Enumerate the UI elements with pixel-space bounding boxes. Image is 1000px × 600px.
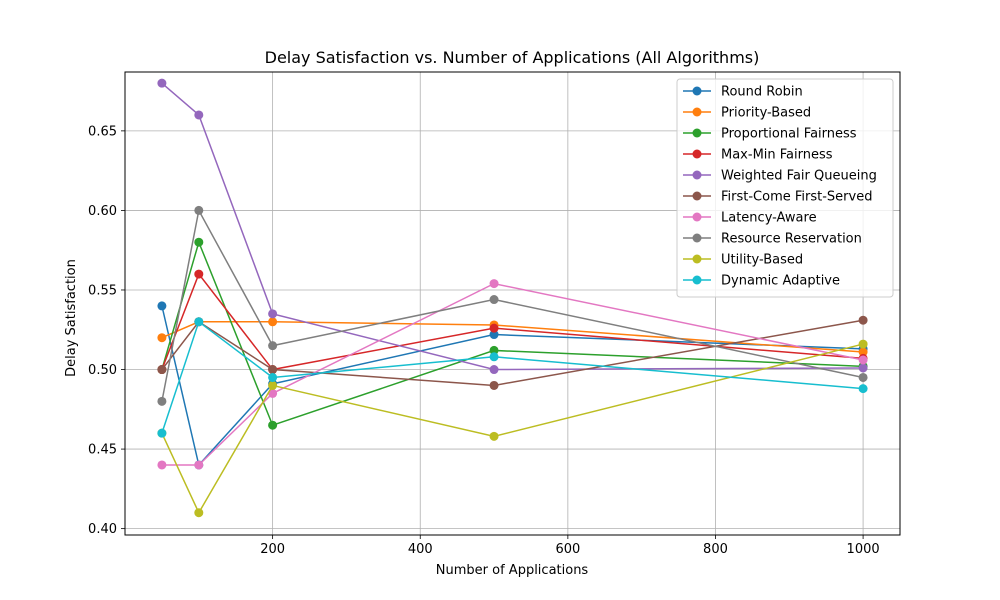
legend-entry: First-Come First-Served bbox=[683, 190, 872, 205]
legend-label: Utility-Based bbox=[721, 253, 803, 268]
data-point-latency-aware bbox=[194, 460, 204, 470]
data-point-latency-aware bbox=[489, 279, 499, 289]
legend-marker bbox=[692, 275, 702, 285]
data-point-latency-aware bbox=[157, 460, 167, 470]
legend-marker bbox=[692, 86, 702, 96]
series-dynamic-adaptive bbox=[157, 317, 868, 438]
legend-entry: Weighted Fair Queueing bbox=[683, 169, 877, 184]
data-point-priority-based bbox=[157, 333, 167, 343]
legend-entry: Latency-Aware bbox=[683, 211, 817, 226]
data-point-resource-reservation bbox=[858, 372, 868, 382]
data-point-dynamic-adaptive bbox=[858, 384, 868, 394]
legend: Round Robin Priority-Based Proportional Fa… bbox=[676, 78, 894, 298]
legend-label: Resource Reservation bbox=[721, 232, 862, 247]
data-point-max-min-fairness bbox=[194, 269, 204, 279]
data-point-dynamic-adaptive bbox=[194, 317, 204, 327]
series-resource-reservation bbox=[157, 205, 868, 406]
legend-label: Latency-Aware bbox=[721, 211, 817, 226]
plot-frame bbox=[124, 71, 901, 536]
x-axis-label: Number of Applications bbox=[436, 563, 589, 578]
legend-label: Dynamic Adaptive bbox=[721, 274, 840, 289]
data-point-latency-aware bbox=[268, 388, 278, 398]
data-point-utility-based bbox=[194, 508, 204, 518]
series-weighted-fair-queueing bbox=[157, 78, 868, 375]
x-tick-label: 800 bbox=[703, 542, 728, 557]
legend-entry: Resource Reservation bbox=[683, 232, 862, 247]
data-point-proportional-fairness bbox=[489, 345, 499, 355]
data-point-dynamic-adaptive bbox=[157, 428, 167, 438]
y-tick-label: 0.60 bbox=[88, 204, 117, 219]
data-point-dynamic-adaptive bbox=[268, 372, 278, 382]
legend-marker bbox=[692, 233, 702, 243]
legend-label: Proportional Fairness bbox=[721, 127, 857, 142]
data-point-resource-reservation bbox=[489, 295, 499, 305]
legend-marker bbox=[692, 212, 702, 222]
data-point-max-min-fairness bbox=[489, 323, 499, 333]
data-point-first-come-first-served bbox=[268, 365, 278, 375]
y-axis-label: Delay Satisfaction bbox=[64, 259, 79, 377]
data-point-latency-aware bbox=[858, 355, 868, 365]
data-point-weighted-fair-queueing bbox=[268, 309, 278, 319]
data-point-utility-based bbox=[489, 431, 499, 441]
data-point-first-come-first-served bbox=[858, 315, 868, 325]
legend-entry: Proportional Fairness bbox=[683, 127, 857, 142]
legend-label: Weighted Fair Queueing bbox=[721, 169, 877, 184]
data-point-utility-based bbox=[268, 380, 278, 390]
legend-marker bbox=[692, 170, 702, 180]
data-point-weighted-fair-queueing bbox=[194, 110, 204, 120]
legend-entry: Priority-Based bbox=[683, 106, 811, 121]
data-point-first-come-first-served bbox=[157, 365, 167, 375]
data-point-priority-based bbox=[268, 317, 278, 327]
x-tick-label: 600 bbox=[555, 542, 580, 557]
x-axis-ticks: 200 400 600 800 1000 bbox=[260, 535, 880, 557]
data-point-proportional-fairness bbox=[194, 237, 204, 247]
y-tick-label: 0.45 bbox=[88, 443, 117, 458]
data-point-first-come-first-served bbox=[489, 380, 499, 390]
data-point-weighted-fair-queueing bbox=[157, 78, 167, 88]
y-tick-label: 0.65 bbox=[88, 124, 117, 139]
series-utility-based bbox=[157, 339, 868, 518]
legend-label: Priority-Based bbox=[721, 106, 811, 121]
legend-label: Max-Min Fairness bbox=[721, 148, 833, 163]
x-tick-label: 400 bbox=[408, 542, 433, 557]
legend-marker bbox=[692, 107, 702, 117]
data-point-round-robin bbox=[157, 301, 167, 311]
data-point-round-robin bbox=[489, 330, 499, 340]
chart-title: Delay Satisfaction vs. Number of Applica… bbox=[265, 48, 760, 67]
legend-entry: Utility-Based bbox=[683, 253, 803, 268]
legend-marker bbox=[692, 149, 702, 159]
data-point-dynamic-adaptive bbox=[489, 352, 499, 362]
series-layer bbox=[157, 78, 868, 518]
data-point-resource-reservation bbox=[194, 205, 204, 215]
data-point-proportional-fairness bbox=[268, 420, 278, 430]
series-latency-aware bbox=[157, 279, 868, 470]
legend-box bbox=[676, 78, 894, 298]
x-tick-label: 1000 bbox=[847, 542, 880, 557]
data-point-weighted-fair-queueing bbox=[858, 363, 868, 373]
legend-marker bbox=[692, 128, 702, 138]
data-point-resource-reservation bbox=[157, 396, 167, 406]
y-axis-ticks: 0.40 0.45 0.50 0.55 0.60 0.65 bbox=[88, 124, 125, 537]
legend-marker bbox=[692, 254, 702, 264]
data-point-weighted-fair-queueing bbox=[489, 365, 499, 375]
legend-entry: Round Robin bbox=[683, 85, 803, 100]
legend-label: First-Come First-Served bbox=[721, 190, 872, 205]
x-tick-label: 200 bbox=[260, 542, 285, 557]
y-tick-label: 0.40 bbox=[88, 522, 117, 537]
legend-entry: Max-Min Fairness bbox=[683, 148, 833, 163]
legend-marker bbox=[692, 191, 702, 201]
y-tick-label: 0.50 bbox=[88, 363, 117, 378]
legend-entry: Dynamic Adaptive bbox=[683, 274, 840, 289]
legend-label: Round Robin bbox=[721, 85, 803, 100]
data-point-priority-based bbox=[858, 347, 868, 357]
data-point-utility-based bbox=[858, 339, 868, 349]
data-point-resource-reservation bbox=[268, 341, 278, 351]
y-tick-label: 0.55 bbox=[88, 283, 117, 298]
